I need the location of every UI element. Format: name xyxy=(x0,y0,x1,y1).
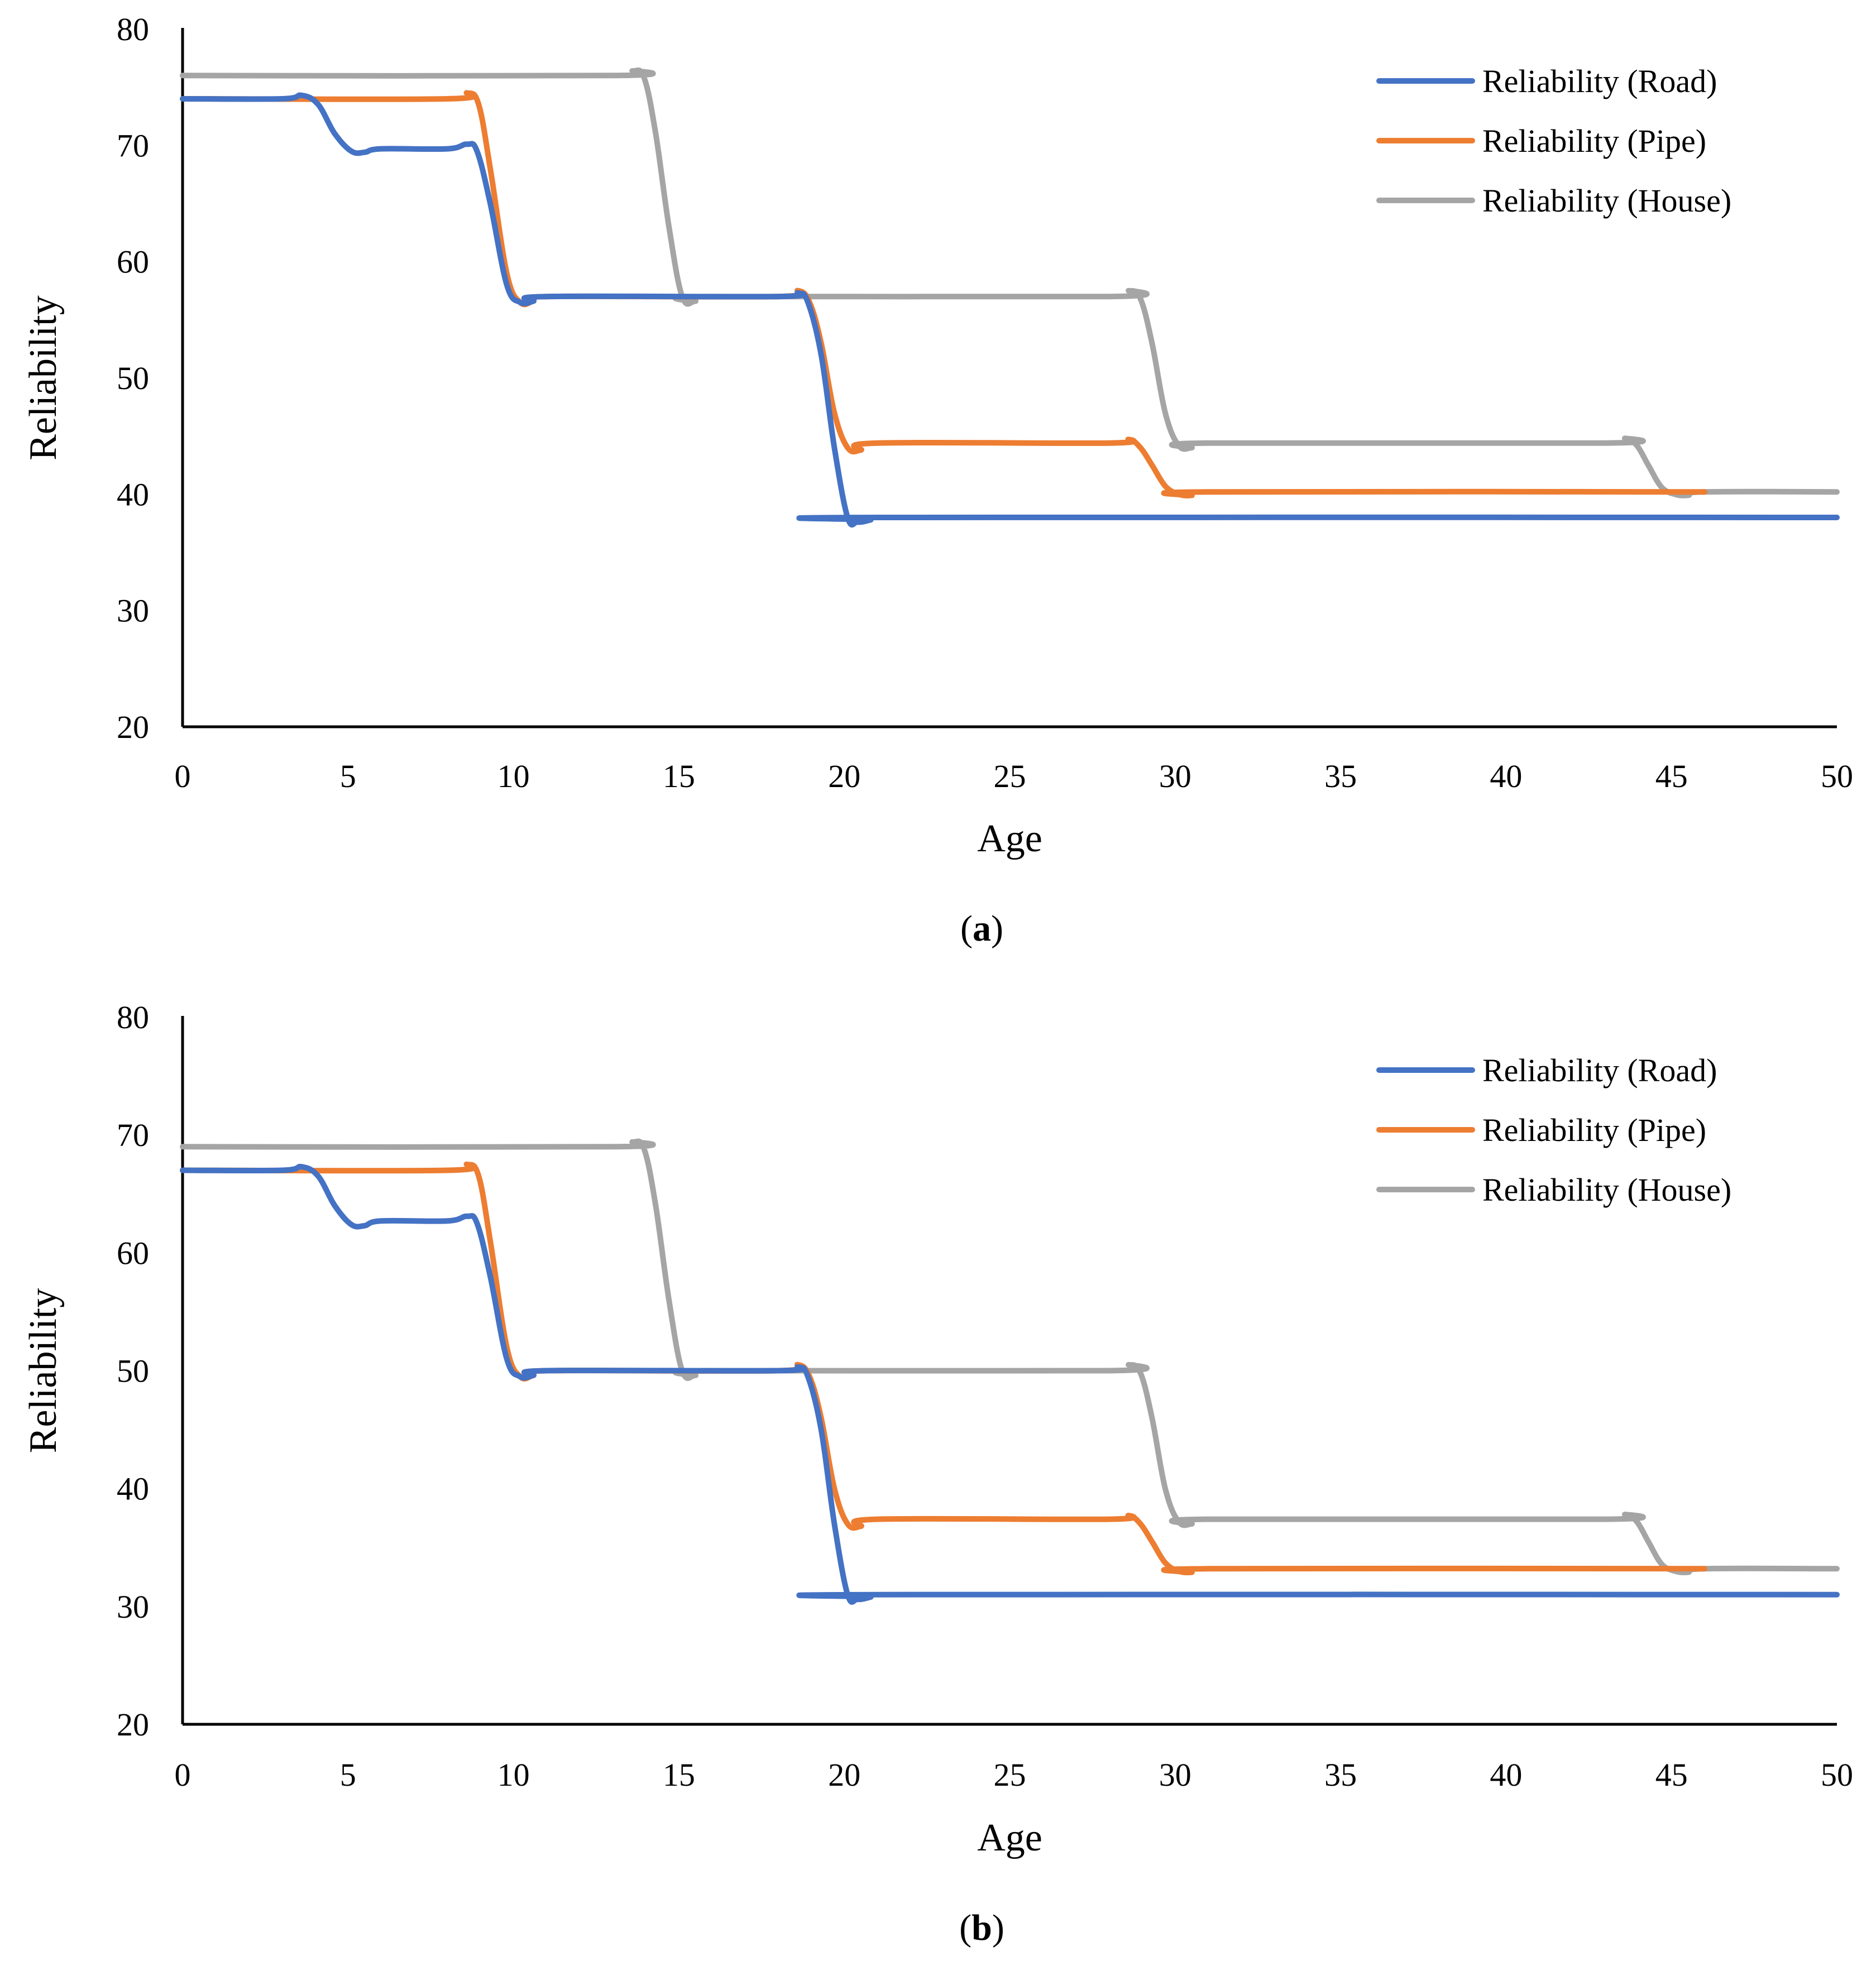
x-tick-label: 0 xyxy=(175,1757,191,1793)
x-tick-label: 15 xyxy=(663,1757,695,1793)
x-tick-label: 5 xyxy=(340,1757,356,1793)
series-line-reliability-pipe xyxy=(180,90,1707,498)
y-tick-label: 30 xyxy=(117,593,149,629)
y-axis-label: Reliability xyxy=(22,1288,65,1454)
x-tick-label: 20 xyxy=(828,1757,860,1793)
y-tick-label: 80 xyxy=(117,999,149,1035)
legend-label: Reliability (Pipe) xyxy=(1482,123,1706,159)
legend-label: Reliability (House) xyxy=(1482,183,1731,219)
x-tick-label: 25 xyxy=(994,1757,1026,1793)
y-tick-label: 40 xyxy=(117,1471,149,1507)
chart-panel-a: 20 30 40 50 60 70 80 0 5 10 15 20 25 30 35 40 45 50 Age Rel… xyxy=(22,11,1853,949)
x-tick-label: 45 xyxy=(1655,1757,1688,1793)
y-tick-label: 50 xyxy=(117,360,149,396)
series-line-reliability-house xyxy=(180,67,1840,498)
series-line-reliability-pipe xyxy=(180,1161,1707,1576)
y-tick-label: 60 xyxy=(117,244,149,280)
y-tick-label: 20 xyxy=(117,709,149,745)
x-tick-label: 30 xyxy=(1159,1757,1191,1793)
x-tick-label: 10 xyxy=(497,758,530,794)
legend-label: Reliability (Road) xyxy=(1482,63,1717,99)
y-tick-label: 80 xyxy=(117,11,149,47)
legend-label: Reliability (Road) xyxy=(1482,1052,1717,1089)
x-tick-label: 35 xyxy=(1324,758,1357,794)
legend-label: Reliability (Pipe) xyxy=(1482,1112,1706,1148)
x-tick-label: 50 xyxy=(1821,1757,1853,1793)
x-tick-label: 0 xyxy=(175,758,191,794)
y-tick-label: 30 xyxy=(117,1589,149,1625)
x-tick-label: 35 xyxy=(1324,1757,1357,1793)
x-tick-label: 45 xyxy=(1655,758,1688,794)
panel-caption: (a) xyxy=(960,908,1003,949)
x-tick-label: 5 xyxy=(340,758,356,794)
x-axis-label: Age xyxy=(977,1816,1042,1859)
x-tick-label: 20 xyxy=(828,758,860,794)
x-tick-label: 25 xyxy=(994,758,1026,794)
y-tick-label: 70 xyxy=(117,1117,149,1153)
x-tick-label: 10 xyxy=(497,1757,530,1793)
panel-caption: (b) xyxy=(959,1907,1004,1948)
y-tick-label: 50 xyxy=(117,1353,149,1389)
y-tick-label: 20 xyxy=(117,1706,149,1743)
chart-panel-b: 20 30 40 50 60 70 80 0 5 10 15 20 25 30 35 40 45 50 Age Rel… xyxy=(22,999,1853,1948)
y-tick-label: 60 xyxy=(117,1235,149,1271)
x-tick-label: 30 xyxy=(1159,758,1191,794)
x-tick-label: 15 xyxy=(663,758,695,794)
y-axis-label: Reliability xyxy=(22,295,65,461)
series-line-reliability-road xyxy=(180,1163,1840,1605)
x-axis-label: Age xyxy=(977,817,1042,860)
y-tick-label: 70 xyxy=(117,127,149,164)
x-tick-label: 50 xyxy=(1821,758,1853,794)
series-line-reliability-house xyxy=(180,1138,1840,1575)
legend-label: Reliability (House) xyxy=(1482,1172,1731,1208)
series-line-reliability-road xyxy=(180,92,1840,528)
x-tick-label: 40 xyxy=(1490,758,1522,794)
x-tick-label: 40 xyxy=(1490,1757,1522,1793)
y-tick-label: 40 xyxy=(117,476,149,512)
